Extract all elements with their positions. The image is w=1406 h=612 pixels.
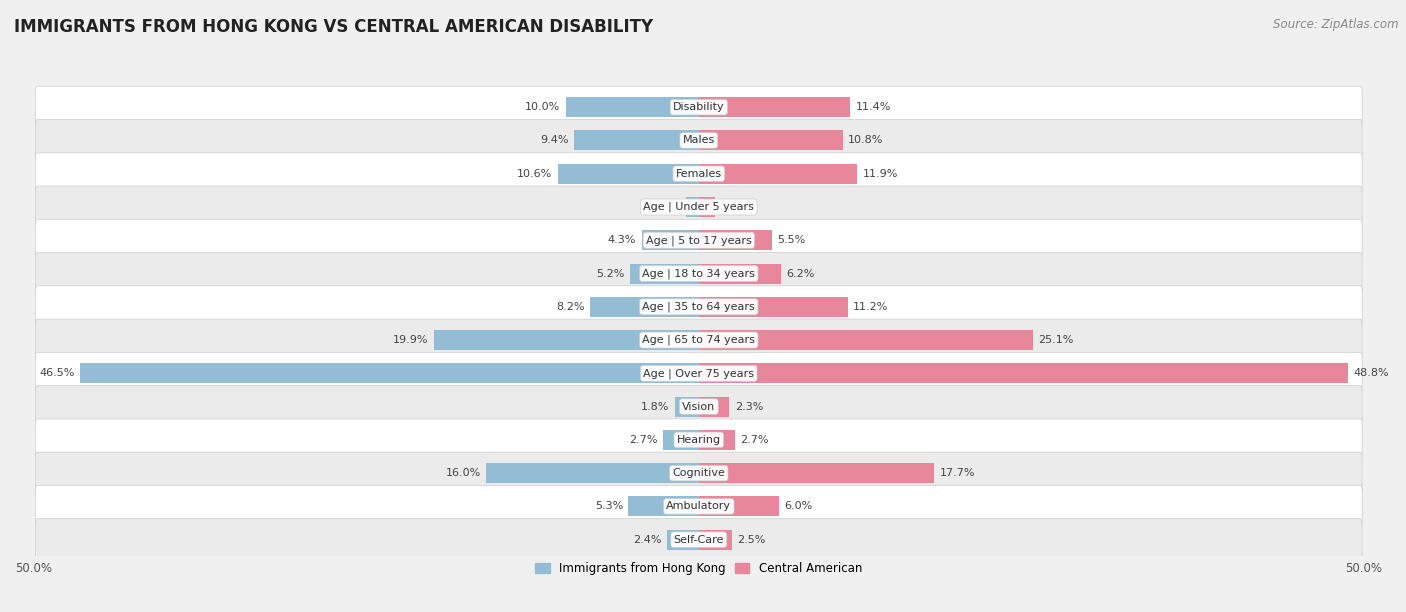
Bar (574, 130, 699, 151)
Text: 6.0%: 6.0% (785, 501, 813, 512)
Bar (699, 197, 714, 217)
Bar (589, 297, 699, 317)
Text: 10.0%: 10.0% (526, 102, 561, 112)
Text: 4.3%: 4.3% (607, 235, 637, 245)
Text: Vision: Vision (682, 401, 716, 412)
Text: Age | 65 to 74 years: Age | 65 to 74 years (643, 335, 755, 345)
Text: Age | 5 to 17 years: Age | 5 to 17 years (645, 235, 752, 245)
Bar (699, 164, 858, 184)
FancyBboxPatch shape (35, 153, 1362, 195)
FancyBboxPatch shape (35, 186, 1362, 228)
FancyBboxPatch shape (35, 86, 1362, 128)
FancyBboxPatch shape (35, 485, 1362, 528)
Text: 11.4%: 11.4% (856, 102, 891, 112)
Bar (630, 264, 699, 283)
Text: 25.1%: 25.1% (1038, 335, 1073, 345)
Legend: Immigrants from Hong Kong, Central American: Immigrants from Hong Kong, Central Ameri… (530, 558, 868, 580)
Bar (486, 463, 699, 483)
FancyBboxPatch shape (35, 219, 1362, 261)
Text: 1.2%: 1.2% (720, 202, 748, 212)
Text: 11.9%: 11.9% (862, 169, 898, 179)
Text: 48.8%: 48.8% (1354, 368, 1389, 378)
Text: Age | Over 75 years: Age | Over 75 years (644, 368, 754, 379)
Text: 10.6%: 10.6% (517, 169, 553, 179)
FancyBboxPatch shape (35, 386, 1362, 428)
Text: Hearing: Hearing (676, 435, 721, 445)
Text: 2.5%: 2.5% (737, 535, 766, 545)
Bar (565, 97, 699, 117)
Text: 10.8%: 10.8% (848, 135, 883, 146)
Text: Cognitive: Cognitive (672, 468, 725, 478)
Text: Disability: Disability (673, 102, 724, 112)
Bar (558, 164, 699, 184)
FancyBboxPatch shape (35, 519, 1362, 561)
Bar (675, 397, 699, 417)
Text: IMMIGRANTS FROM HONG KONG VS CENTRAL AMERICAN DISABILITY: IMMIGRANTS FROM HONG KONG VS CENTRAL AME… (14, 18, 654, 36)
Text: Age | 18 to 34 years: Age | 18 to 34 years (643, 268, 755, 279)
Bar (80, 364, 699, 383)
Bar (628, 496, 699, 517)
FancyBboxPatch shape (35, 419, 1362, 461)
FancyBboxPatch shape (35, 319, 1362, 361)
Bar (641, 230, 699, 250)
Bar (434, 330, 699, 350)
Text: 19.9%: 19.9% (394, 335, 429, 345)
Text: 5.5%: 5.5% (778, 235, 806, 245)
Text: Age | 35 to 64 years: Age | 35 to 64 years (643, 302, 755, 312)
Text: 5.2%: 5.2% (596, 269, 624, 278)
FancyBboxPatch shape (35, 253, 1362, 294)
Text: 2.4%: 2.4% (633, 535, 662, 545)
Bar (699, 529, 733, 550)
Bar (666, 529, 699, 550)
Text: 17.7%: 17.7% (939, 468, 976, 478)
Text: Females: Females (676, 169, 721, 179)
Text: Source: ZipAtlas.com: Source: ZipAtlas.com (1274, 18, 1399, 31)
Text: 1.8%: 1.8% (641, 401, 669, 412)
Text: Ambulatory: Ambulatory (666, 501, 731, 512)
Bar (699, 264, 782, 283)
Text: 11.2%: 11.2% (853, 302, 889, 312)
Text: 2.7%: 2.7% (740, 435, 769, 445)
FancyBboxPatch shape (35, 353, 1362, 394)
Bar (662, 430, 699, 450)
Text: 5.3%: 5.3% (595, 501, 623, 512)
Bar (699, 463, 935, 483)
Text: 0.95%: 0.95% (645, 202, 681, 212)
Text: 8.2%: 8.2% (555, 302, 585, 312)
Bar (699, 130, 842, 151)
Text: 2.7%: 2.7% (628, 435, 658, 445)
Text: 9.4%: 9.4% (540, 135, 568, 146)
FancyBboxPatch shape (35, 286, 1362, 328)
Bar (686, 197, 699, 217)
Bar (699, 397, 730, 417)
Bar (699, 430, 735, 450)
FancyBboxPatch shape (35, 119, 1362, 162)
Bar (699, 364, 1348, 383)
Text: 16.0%: 16.0% (446, 468, 481, 478)
Bar (699, 230, 772, 250)
Text: 2.3%: 2.3% (735, 401, 763, 412)
Text: 46.5%: 46.5% (39, 368, 75, 378)
Text: Self-Care: Self-Care (673, 535, 724, 545)
Bar (699, 330, 1033, 350)
Bar (699, 496, 779, 517)
Text: Age | Under 5 years: Age | Under 5 years (644, 202, 754, 212)
Text: Males: Males (683, 135, 714, 146)
Bar (699, 297, 848, 317)
Bar (699, 97, 851, 117)
Text: 6.2%: 6.2% (786, 269, 815, 278)
FancyBboxPatch shape (35, 452, 1362, 494)
